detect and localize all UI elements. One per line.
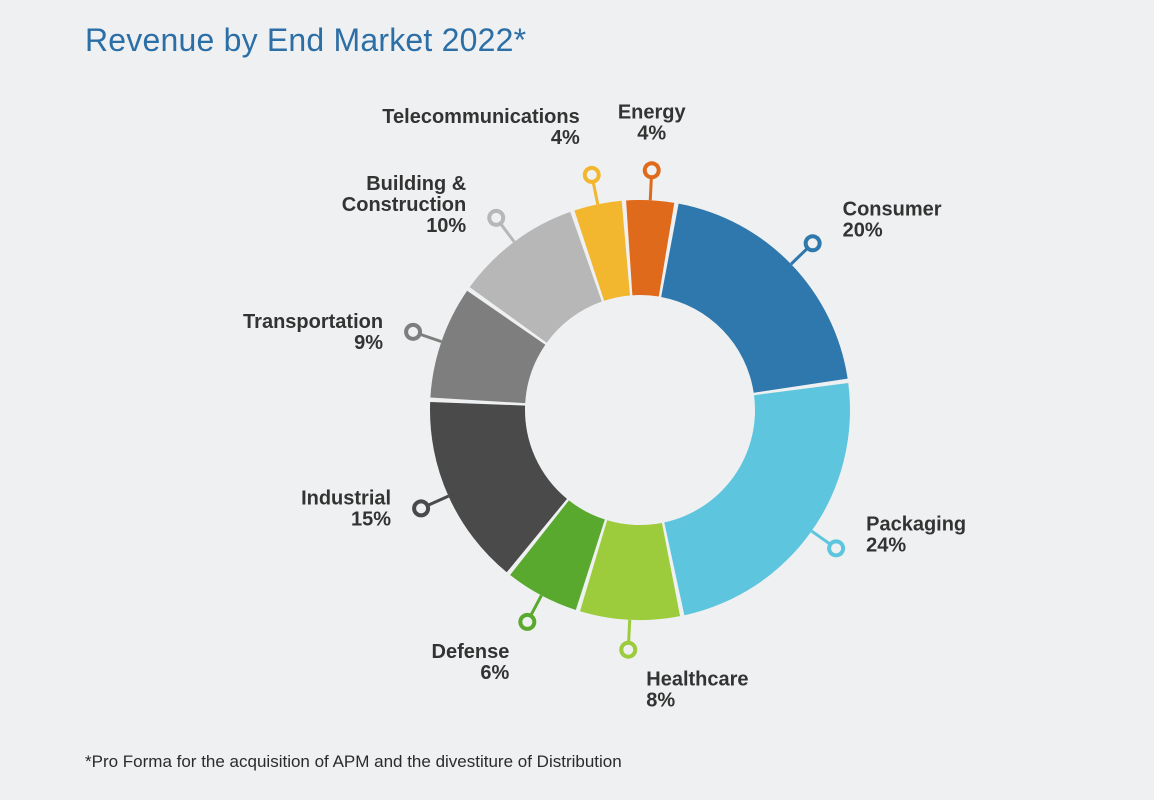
slice-label: Healthcare8% <box>646 669 748 712</box>
slice-label: Packaging24% <box>866 513 966 556</box>
leader-marker-hole <box>491 213 501 223</box>
leader-marker-hole <box>647 165 657 175</box>
slice-label: Building &Construction10% <box>342 173 467 237</box>
slice-label: Consumer20% <box>843 198 942 241</box>
donut-chart: Consumer20% Packaging24% Healthcare8% Defen… <box>0 0 1154 800</box>
leader-marker-hole <box>623 645 633 655</box>
slice-label: Industrial15% <box>301 487 391 530</box>
leader-marker-hole <box>808 238 818 248</box>
slice-label: Defense6% <box>432 641 510 684</box>
slice-label: Energy4% <box>618 101 687 144</box>
leader-marker-hole <box>522 617 532 627</box>
leader-marker-hole <box>416 503 426 513</box>
slice-label: Transportation9% <box>243 311 383 354</box>
leader-marker-hole <box>408 327 418 337</box>
leader-marker-hole <box>587 170 597 180</box>
slice-packaging <box>664 383 850 615</box>
slice-consumer <box>661 204 847 393</box>
chart-footnote: *Pro Forma for the acquisition of APM an… <box>85 752 622 772</box>
leader-marker-hole <box>831 543 841 553</box>
slice-label: Telecommunications4% <box>382 106 580 149</box>
